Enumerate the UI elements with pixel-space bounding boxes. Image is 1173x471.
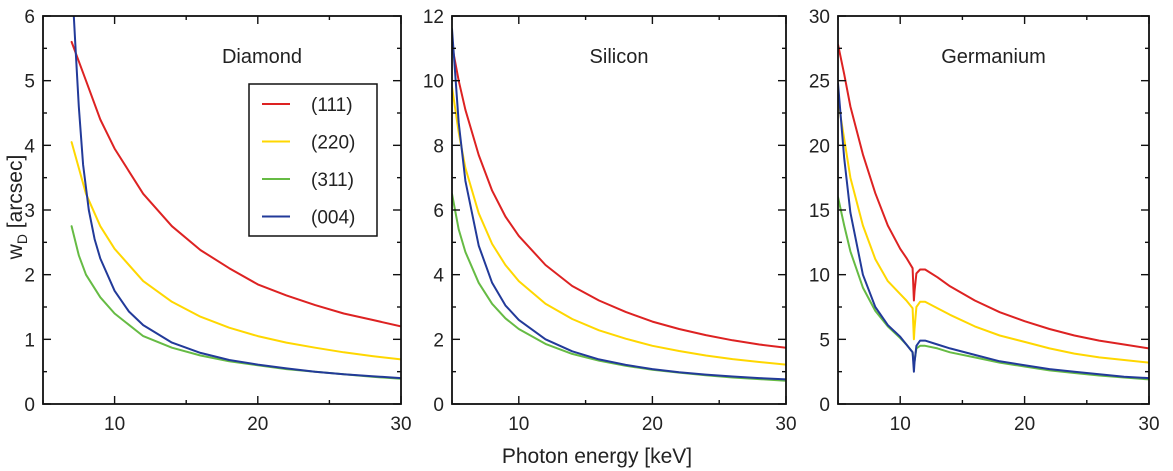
y-tick-label: 20 — [809, 136, 830, 157]
y-tick-label: 4 — [433, 266, 444, 287]
series-line-germanium-220 — [838, 99, 1149, 364]
x-tick-label: 10 — [508, 414, 529, 435]
plot-frame-germanium — [837, 15, 1150, 405]
series-group — [838, 43, 1149, 381]
x-tick-label: 20 — [247, 414, 268, 435]
series-line-silicon-311 — [452, 192, 786, 382]
series-line-silicon-004 — [452, 27, 786, 381]
x-tick-label: 30 — [390, 414, 411, 435]
legend-label-311: (311) — [311, 170, 354, 191]
legend-label-220: (220) — [311, 133, 355, 154]
x-tick-label: 20 — [642, 414, 663, 435]
series-line-diamond-111 — [70, 40, 401, 328]
series-line-diamond-004 — [72, 16, 401, 380]
y-tick-label: 3 — [24, 201, 35, 222]
x-tick-label: 20 — [1014, 414, 1035, 435]
x-tick-label: 10 — [104, 414, 125, 435]
series-line-germanium-311 — [838, 196, 1149, 381]
series-line-diamond-220 — [70, 141, 401, 361]
legend-frame — [248, 83, 378, 237]
y-axis-label-sub: D — [14, 234, 30, 244]
y-tick-label: 0 — [24, 395, 35, 416]
series-line-diamond-311 — [70, 225, 401, 380]
panel-title-silicon: Silicon — [590, 46, 649, 68]
y-tick-label: 2 — [24, 266, 35, 287]
x-tick-label: 10 — [890, 414, 911, 435]
series-line-germanium-004 — [838, 82, 1149, 380]
y-tick-label: 15 — [809, 201, 830, 222]
x-tick-label: 30 — [1138, 414, 1159, 435]
panel-title-diamond: Diamond — [222, 46, 302, 68]
y-tick-label: 2 — [433, 330, 444, 351]
panel-germanium: 0 5 10 15 20 25 30 10 20 30 Germanium — [809, 7, 1160, 435]
y-tick-label: 10 — [423, 72, 444, 93]
legend: (111) (220) (311) (004) — [248, 83, 378, 237]
y-tick-label: 1 — [24, 330, 35, 351]
y-tick-label: 4 — [24, 136, 35, 157]
y-axis-label: wD [arcsec] — [4, 155, 30, 261]
panel-title-germanium: Germanium — [941, 46, 1045, 68]
y-tick-label: 25 — [809, 72, 830, 93]
y-axis-label-unit: [arcsec] — [4, 155, 27, 234]
series-line-silicon-220 — [452, 86, 786, 366]
y-tick-label: 12 — [423, 7, 444, 28]
series-group — [452, 27, 786, 382]
y-tick-label: 0 — [819, 395, 830, 416]
y-axis-label-main: w — [4, 243, 27, 260]
y-tick-label: 8 — [433, 136, 444, 157]
y-tick-label: 6 — [24, 7, 35, 28]
y-tick-label: 10 — [809, 266, 830, 287]
y-tick-label: 5 — [819, 330, 830, 351]
legend-label-111: (111) — [311, 95, 353, 116]
y-tick-label: 6 — [433, 201, 444, 222]
legend-label-004: (004) — [311, 208, 355, 229]
panel-silicon: 0 2 4 6 8 10 12 10 20 30 Silicon — [423, 7, 797, 435]
series-line-silicon-111 — [452, 44, 786, 349]
y-tick-label: 30 — [809, 7, 830, 28]
series-line-germanium-111 — [838, 43, 1149, 350]
legend-items: (111) (220) (311) (004) — [262, 95, 355, 229]
y-tick-label: 5 — [24, 72, 35, 93]
x-tick-label: 30 — [775, 414, 796, 435]
series-group — [70, 16, 401, 380]
panel-diamond: 0 1 2 3 4 5 6 10 20 30 Diamond — [24, 7, 411, 435]
x-axis-label: Photon energy [keV] — [502, 445, 692, 468]
y-tick-label: 0 — [433, 395, 444, 416]
